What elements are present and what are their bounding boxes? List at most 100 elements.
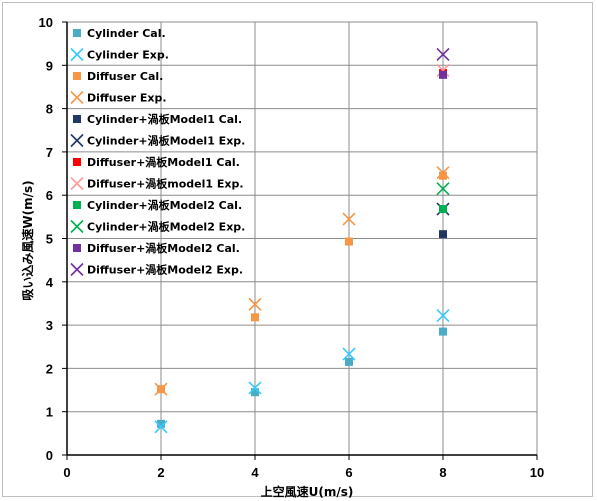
y-tick-label: 8	[46, 102, 53, 117]
legend-label: Diffuser+渦板Model1 Cal.	[87, 155, 240, 169]
legend-label: Cylinder Cal.	[87, 27, 166, 40]
legend-item: Cylinder+渦板Model2 Exp.	[70, 219, 245, 234]
legend-label: Diffuser+渦板model1 Exp.	[87, 177, 244, 191]
series-4	[154, 166, 450, 396]
y-tick-label: 0	[46, 448, 53, 463]
y-tick-label: 1	[46, 405, 53, 420]
grid-lines	[67, 21, 538, 455]
series-5	[439, 230, 447, 239]
x-axis-title: 上空風速U(m/s)	[261, 484, 354, 499]
legend-label: Diffuser Exp.	[87, 92, 167, 105]
legend-label: Diffuser Cal.	[87, 70, 163, 83]
legend-marker	[73, 158, 81, 166]
x-marker-stroke	[70, 262, 84, 277]
series-11	[439, 70, 447, 79]
data-point-square	[439, 230, 447, 239]
axes	[62, 21, 538, 460]
x-tick-label: 8	[439, 465, 446, 480]
legend-item: Diffuser Cal.	[73, 70, 163, 83]
data-point-x	[436, 166, 450, 180]
data-point-square	[251, 388, 259, 397]
legend-item: Cylinder Cal.	[73, 27, 166, 40]
y-tick-label: 4	[46, 275, 54, 290]
data-point-x	[436, 182, 450, 196]
tick-labels: 0 1 2 3 4 5 6 7 8 9 10 0 2 4 6 8 10	[39, 15, 545, 480]
y-tick-label: 2	[46, 361, 53, 376]
legend-label: Cylinder+渦板Model2 Cal.	[87, 198, 242, 212]
y-tick-label: 7	[46, 145, 53, 160]
y-axis-title: 吸い込み風速W(m/s)	[20, 180, 35, 300]
data-point-square	[251, 313, 259, 322]
x-marker-stroke	[70, 176, 84, 191]
x-marker-stroke	[436, 47, 450, 62]
legend-item: Diffuser Exp.	[70, 90, 167, 105]
x-marker-stroke	[70, 133, 84, 148]
legend-marker	[70, 262, 84, 277]
series-1	[157, 327, 447, 428]
x-marker-stroke	[248, 381, 262, 395]
legend-label: Diffuser+渦板Model2 Cal.	[87, 241, 240, 255]
data-point-square	[439, 327, 447, 336]
x-marker-stroke	[342, 347, 356, 361]
data-point-square	[157, 419, 165, 428]
legend-item: Diffuser+渦板Model2 Exp.	[70, 262, 243, 277]
series-10	[436, 182, 450, 196]
x-tick-label: 2	[157, 465, 164, 480]
data-point-x	[248, 381, 262, 395]
legend-marker	[70, 176, 84, 191]
x-tick-label: 4	[251, 465, 259, 480]
data-point-square	[439, 205, 447, 214]
y-tick-label: 3	[46, 318, 53, 333]
data-point-square	[345, 357, 353, 366]
x-marker-stroke	[248, 297, 262, 311]
y-tick-label: 5	[46, 232, 53, 247]
x-marker-stroke	[436, 166, 450, 180]
legend-label: Cylinder+渦板Model1 Exp.	[87, 134, 245, 148]
legend-item: Cylinder+渦板Model1 Exp.	[70, 133, 245, 148]
legend-marker	[70, 47, 84, 62]
legend-item: Cylinder+渦板Model2 Cal.	[73, 198, 242, 212]
y-tick-label: 9	[46, 58, 53, 73]
x-marker-stroke	[70, 47, 84, 62]
legend-item: Cylinder+渦板Model1 Cal.	[73, 112, 242, 126]
legend-marker	[70, 90, 84, 105]
legend-label: Cylinder Exp.	[87, 49, 169, 62]
data-point-x	[342, 347, 356, 361]
legend-item: Cylinder Exp.	[70, 47, 169, 62]
data-point-x	[342, 212, 356, 226]
legend-marker	[70, 219, 84, 234]
x-marker-stroke	[342, 212, 356, 226]
legend-item: Diffuser+渦板model1 Exp.	[70, 176, 244, 191]
data-point-square	[439, 171, 447, 180]
x-marker-stroke	[70, 219, 84, 234]
x-tick-label: 0	[63, 465, 70, 480]
legend-label: Diffuser+渦板Model2 Exp.	[87, 263, 243, 277]
data-point-square	[345, 237, 353, 246]
x-tick-label: 6	[345, 465, 352, 480]
x-marker-stroke	[70, 90, 84, 105]
legend-marker	[73, 29, 81, 37]
legend-item: Diffuser+渦板Model2 Cal.	[73, 241, 240, 255]
x-marker-stroke	[436, 182, 450, 196]
data-point-x	[436, 309, 450, 323]
x-marker-stroke	[154, 420, 168, 434]
data-point-x	[436, 47, 450, 62]
data-point-x	[154, 382, 168, 396]
legend-label: Cylinder+渦板Model1 Cal.	[87, 112, 242, 126]
series-12	[436, 47, 450, 62]
legend-marker	[73, 115, 81, 123]
series-2	[154, 309, 450, 434]
y-tick-label: 10	[39, 15, 53, 30]
legend: Cylinder Cal. Cylinder Exp. Diffuser Cal. D…	[70, 27, 245, 277]
legend-marker	[73, 72, 81, 80]
legend-label: Cylinder+渦板Model2 Exp.	[87, 220, 245, 234]
x-marker-stroke	[154, 382, 168, 396]
legend-item: Diffuser+渦板Model1 Cal.	[73, 155, 240, 169]
y-tick-label: 6	[46, 188, 53, 203]
data-point-square	[439, 70, 447, 79]
legend-marker	[73, 201, 81, 209]
data-point-x	[154, 420, 168, 434]
x-marker-stroke	[436, 309, 450, 323]
legend-marker	[70, 133, 84, 148]
